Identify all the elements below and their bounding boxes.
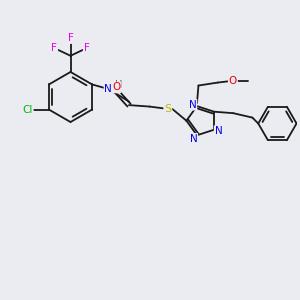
- Text: O: O: [229, 76, 237, 86]
- Text: O: O: [112, 82, 120, 92]
- Text: N: N: [190, 134, 197, 144]
- Text: F: F: [51, 44, 57, 53]
- Text: N: N: [104, 84, 112, 94]
- Text: S: S: [164, 104, 171, 114]
- Text: H: H: [115, 80, 122, 90]
- Text: F: F: [68, 33, 74, 43]
- Text: N: N: [189, 100, 196, 110]
- Text: N: N: [214, 126, 222, 136]
- Text: Cl: Cl: [22, 104, 33, 115]
- Text: F: F: [84, 44, 90, 53]
